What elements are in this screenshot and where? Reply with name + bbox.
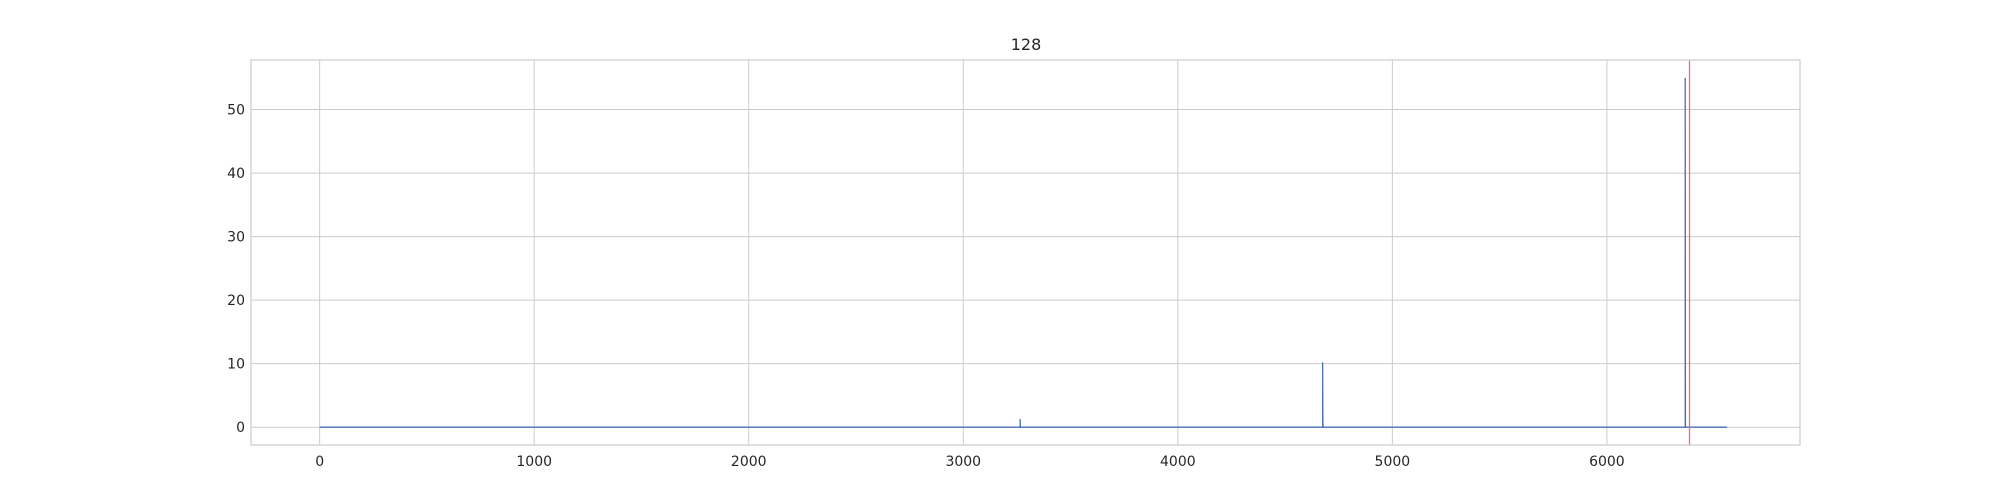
- y-tick-label: 40: [227, 166, 245, 182]
- y-axis-ticks: 0 10 20 30 40 50: [227, 103, 245, 437]
- x-tick-label: 2000: [731, 454, 767, 470]
- x-tick-label: 1000: [516, 454, 552, 470]
- x-tick-label: 3000: [945, 454, 981, 470]
- y-tick-label: 20: [227, 293, 245, 309]
- x-tick-label: 5000: [1375, 454, 1411, 470]
- x-axis-ticks: 0 1000 2000 3000 4000 5000 6000: [315, 454, 1625, 470]
- grid: [251, 60, 1800, 445]
- y-tick-label: 0: [236, 420, 245, 436]
- x-tick-label: 4000: [1160, 454, 1196, 470]
- y-tick-label: 50: [227, 103, 245, 119]
- x-tick-label: 6000: [1589, 454, 1625, 470]
- chart-title: 128: [1011, 35, 1042, 54]
- axes-frame: [250, 59, 1801, 446]
- x-tick-label: 0: [315, 454, 324, 470]
- series-line: [319, 77, 1728, 428]
- series-layer: [319, 77, 1728, 428]
- y-tick-label: 30: [227, 230, 245, 246]
- y-tick-label: 10: [227, 357, 245, 373]
